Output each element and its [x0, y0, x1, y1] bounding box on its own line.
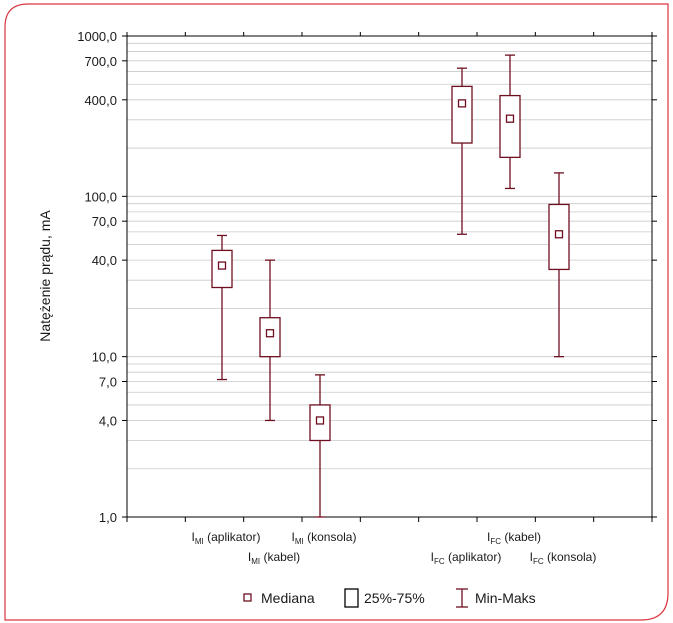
x-tick-label: IFC (konsola) [530, 550, 597, 566]
median-marker [265, 329, 275, 338]
y-axis-ticks: 1,0 4,0 7,0 10,0 40,0 70,0 100,0 400,0 700,0 1000… [77, 29, 657, 525]
median-marker [554, 230, 564, 239]
y-tick-label: 100,0 [84, 189, 117, 204]
x-tick-label: IFC (kabel) [487, 530, 541, 546]
box-plot [451, 67, 473, 235]
x-axis-labels: IMI (aplikator) IMI (kabel) IMI (konsola) I… [192, 530, 597, 566]
x-tick-label: IMI (aplikator) [192, 530, 261, 546]
box-plots [211, 54, 570, 518]
box-plot [211, 234, 233, 381]
legend-median-marker [243, 593, 252, 602]
y-tick-label: 4,0 [99, 413, 117, 428]
box-plot [548, 172, 570, 358]
y-tick-label: 10,0 [92, 350, 117, 365]
y-axis-label: Natężenie prądu, mA [37, 210, 53, 342]
median-marker [315, 416, 325, 425]
y-tick-label: 1000,0 [77, 29, 117, 44]
box-plot [499, 54, 521, 190]
x-tick-label: IFC (aplikator) [431, 550, 502, 566]
legend: Mediana 25%-75% Min-Maks [243, 588, 536, 608]
y-tick-label: 40,0 [92, 253, 117, 268]
x-tick-label: IMI (kabel) [248, 550, 300, 566]
y-tick-label: 700,0 [84, 54, 117, 69]
legend-median-label: Mediana [261, 590, 315, 606]
iqr-box [499, 94, 521, 159]
box-plot [259, 259, 281, 422]
y-tick-label: 1,0 [99, 510, 117, 525]
median-marker [505, 114, 515, 123]
legend-box-label: 25%-75% [364, 590, 425, 606]
y-tick-label: 400,0 [84, 93, 117, 108]
plot-border [126, 35, 653, 518]
y-tick-label: 7,0 [99, 375, 117, 390]
legend-whisker-label: Min-Maks [475, 590, 536, 606]
iqr-box [451, 85, 473, 144]
y-tick-label: 70,0 [92, 214, 117, 229]
median-marker [217, 261, 227, 270]
median-marker [457, 99, 467, 108]
plot-area [126, 32, 653, 522]
legend-box-marker [344, 588, 359, 608]
box-plot [309, 374, 331, 518]
x-tick-label: IMI (konsola) [292, 530, 357, 546]
